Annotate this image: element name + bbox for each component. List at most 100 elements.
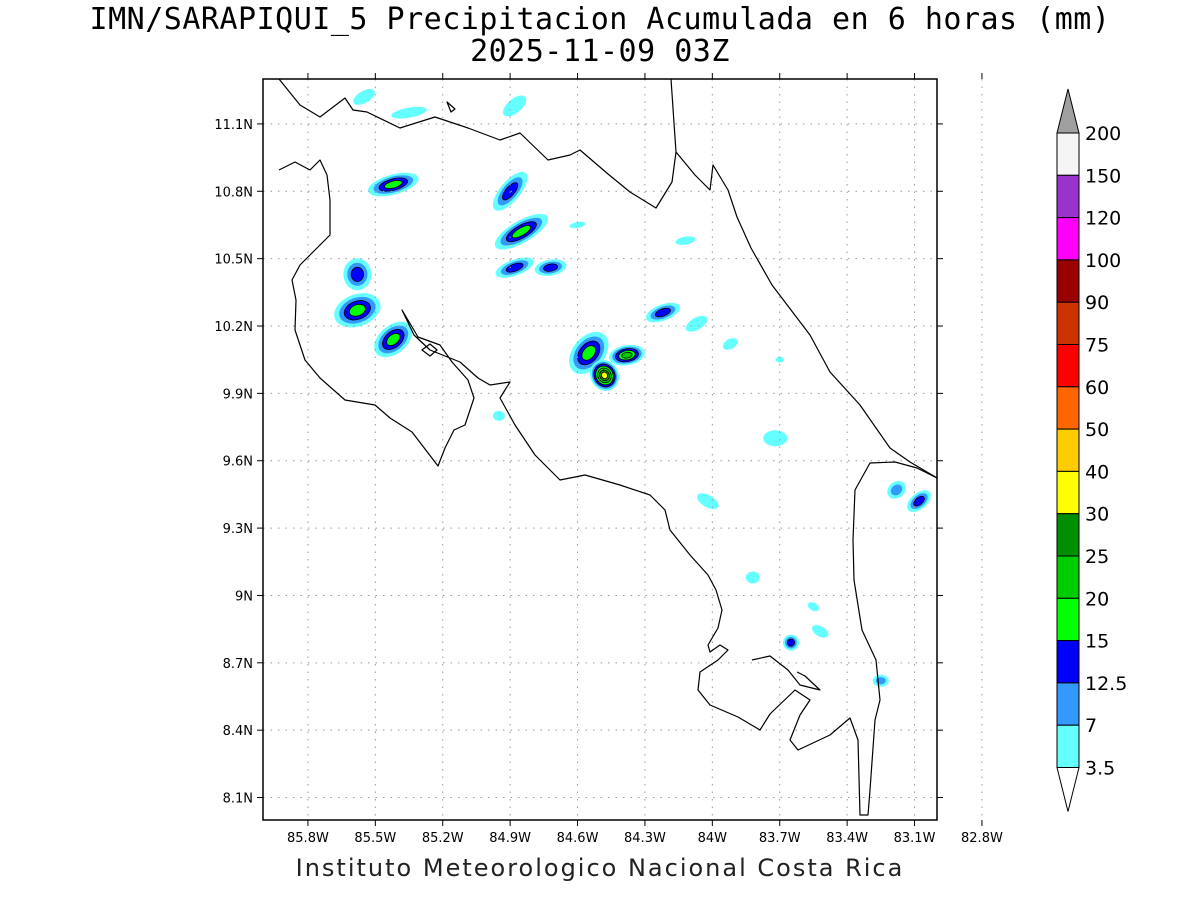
legend-level-label: 40 (1085, 461, 1109, 483)
legend-color-box (1056, 555, 1080, 599)
legend-color-box (1056, 597, 1080, 642)
precip-contour (981, 766, 991, 780)
y-tick-label: 9N (235, 589, 253, 604)
precip-cell (981, 766, 991, 780)
map-frame (262, 78, 938, 821)
precip-cell (534, 259, 567, 276)
precip-cell (811, 625, 829, 638)
legend-color-box (1056, 259, 1080, 303)
precip-contour (811, 625, 829, 638)
precip-contour (543, 263, 559, 272)
precip-contour (581, 345, 597, 361)
precip-contour (913, 495, 925, 507)
precip-cell (492, 171, 528, 211)
precip-contour (505, 262, 524, 273)
precip-cell (1014, 590, 1041, 609)
precip-cell (887, 481, 906, 499)
precip-contour (722, 338, 738, 350)
legend-color-box (1056, 640, 1080, 684)
legend-level-label: 50 (1085, 419, 1109, 441)
legend-color-box (1056, 301, 1080, 346)
legend-level-label: 200 (1085, 123, 1121, 145)
precip-contour (947, 502, 963, 522)
nicaragua-lake-shore (446, 101, 456, 113)
legend-level-label: 90 (1085, 292, 1109, 314)
y-tick-label: 9.3N (223, 522, 253, 537)
precip-contour (511, 225, 532, 239)
coastline-layer (278, 79, 937, 816)
precip-contour (350, 266, 364, 282)
precip-cell (368, 172, 419, 197)
legend-level-label: 15 (1085, 631, 1109, 653)
axis-ticks: 85.8W 85.5W 85.2W 84.9W 84.6W 84.3W 84W 83.7W 83… (214, 73, 1003, 846)
precip-cell (343, 258, 372, 291)
legend-level-label: 120 (1085, 208, 1121, 230)
precip-cell (763, 430, 788, 447)
legend-level-label: 20 (1085, 588, 1109, 610)
precip-contour (807, 602, 820, 612)
map-subtitle-datetime: 2025-11-09 03Z (470, 34, 730, 69)
precip-contour (951, 508, 958, 517)
precip-contour (890, 484, 903, 496)
precip-cell (1019, 691, 1045, 716)
precip-contour (1019, 594, 1035, 606)
precip-contour (1014, 590, 1041, 609)
precip-cell (965, 547, 977, 555)
precip-contour (502, 95, 527, 117)
precip-cell (609, 344, 645, 366)
legend-color-box (1056, 217, 1080, 261)
gulf-of-nicoya-island (421, 343, 438, 357)
x-tick-label: 85.5W (354, 831, 396, 846)
precip-contour (601, 371, 608, 380)
precip-cell (569, 221, 586, 229)
precip-cell (675, 236, 696, 245)
x-tick-label: 85.8W (287, 831, 329, 846)
legend-color-box (1056, 724, 1080, 769)
precip-cell (492, 410, 505, 421)
coastline-pacific (278, 159, 937, 816)
precip-contour (775, 356, 784, 363)
precip-contour (492, 410, 505, 421)
x-tick-label: 83.7W (759, 831, 801, 846)
precip-cell (502, 95, 527, 117)
x-tick-label: 84.6W (557, 831, 599, 846)
precip-contour (353, 89, 375, 105)
x-tick-label: 84W (698, 831, 728, 846)
precip-contour (348, 303, 366, 317)
precip-contour (745, 571, 760, 584)
precip-cell (334, 293, 381, 328)
precip-cell (907, 490, 931, 513)
legend-color-box (1056, 344, 1080, 388)
precip-contour (763, 430, 788, 447)
legend-level-label: 60 (1085, 377, 1109, 399)
osa-peninsula (751, 655, 821, 691)
map-title: IMN/SARAPIQUI_5 Precipitacion Acumulada … (89, 2, 1111, 37)
precip-contour (386, 332, 401, 347)
legend-color-box (1056, 174, 1080, 219)
color-legend: 200 150 120 100 90 75 60 50 40 30 25 20 15 12.5 7 3.5 (1056, 88, 1127, 812)
y-tick-label: 11.1N (214, 118, 253, 133)
legend-level-label: 75 (1085, 335, 1109, 357)
legend-color-box (1056, 470, 1080, 515)
legend-level-label: 150 (1085, 165, 1121, 187)
legend-under-triangle (1056, 767, 1080, 812)
precip-cell (872, 674, 889, 687)
precip-cell (494, 213, 548, 250)
precip-contour (965, 547, 977, 555)
precip-contour (787, 638, 795, 647)
x-tick-label: 84.9W (489, 831, 531, 846)
y-tick-label: 10.2N (214, 320, 253, 335)
precip-cell (722, 338, 738, 350)
legend-over-triangle (1056, 88, 1080, 134)
precip-contour (697, 493, 719, 510)
footer-institution: Instituto Meteorologico Nacional Costa R… (295, 854, 905, 882)
precipitation-layer (334, 89, 1045, 780)
precip-cell (353, 89, 375, 105)
precip-cell (697, 493, 719, 510)
precip-contour (949, 505, 961, 519)
legend-level-label: 30 (1085, 504, 1109, 526)
precip-contour (1019, 691, 1045, 716)
precip-cell (374, 321, 413, 358)
y-tick-label: 9.6N (223, 455, 253, 470)
